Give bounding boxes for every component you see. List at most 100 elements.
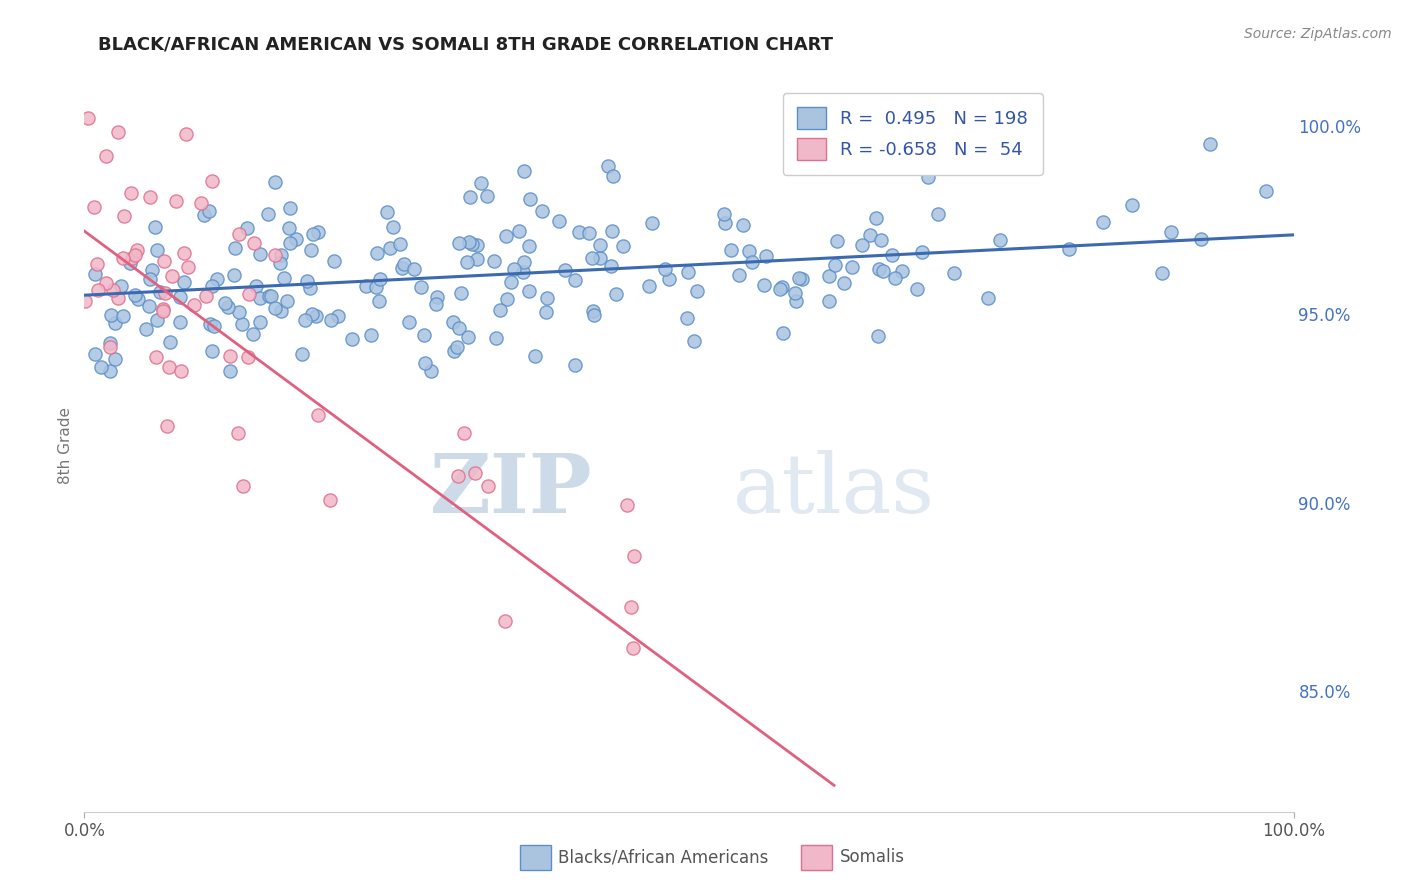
Point (832, 276, 855, 290)
Point (236, 350, 259, 364)
Point (883, 270, 905, 285)
Point (111, 251, 134, 265)
Point (112, 309, 135, 323)
Point (249, 315, 271, 329)
Point (198, 318, 221, 332)
Point (201, 279, 224, 293)
Point (513, 254, 536, 268)
Point (905, 282, 928, 296)
Point (457, 329, 479, 343)
Point (464, 467, 486, 481)
Point (851, 238, 873, 252)
Point (458, 235, 481, 249)
Point (568, 225, 591, 239)
Point (173, 276, 195, 290)
Point (450, 286, 472, 301)
Point (153, 285, 176, 300)
Point (264, 301, 287, 315)
Point (226, 425, 249, 440)
Point (302, 227, 325, 241)
Point (554, 262, 576, 277)
Point (868, 261, 890, 276)
Point (621, 641, 644, 656)
Point (1198, 136, 1220, 151)
Point (482, 253, 505, 268)
Point (202, 319, 225, 334)
Point (249, 291, 271, 305)
Point (326, 309, 349, 323)
Point (409, 279, 432, 293)
Point (146, 243, 169, 257)
Point (1189, 232, 1212, 246)
Point (818, 269, 841, 284)
Point (1092, 215, 1115, 229)
Point (398, 315, 420, 329)
Point (86, 257, 108, 271)
Point (588, 238, 610, 252)
Point (882, 247, 904, 261)
Point (360, 327, 382, 342)
Point (125, 243, 148, 257)
Point (686, 285, 709, 299)
Point (228, 304, 250, 318)
Point (278, 201, 301, 215)
Point (741, 255, 763, 269)
Point (242, 327, 264, 342)
Point (402, 262, 425, 277)
Point (578, 226, 600, 240)
Point (391, 260, 413, 275)
Point (676, 265, 699, 279)
Point (658, 272, 681, 286)
Point (877, 120, 900, 135)
Point (453, 426, 475, 441)
Point (169, 290, 191, 304)
Point (270, 247, 292, 261)
Point (231, 317, 253, 331)
Point (104, 316, 127, 330)
Point (612, 239, 634, 253)
Point (301, 307, 323, 321)
Point (731, 219, 754, 233)
Point (299, 280, 322, 294)
Point (460, 189, 482, 203)
Point (523, 350, 546, 364)
Point (602, 169, 624, 184)
Point (219, 363, 242, 377)
Point (155, 418, 177, 433)
Point (564, 358, 586, 372)
Point (145, 350, 167, 364)
Point (868, 329, 890, 343)
Point (467, 252, 489, 266)
Point (449, 321, 471, 335)
Point (770, 279, 793, 293)
Point (536, 291, 558, 305)
Point (323, 254, 346, 268)
Point (891, 263, 914, 277)
Point (872, 264, 894, 278)
Point (927, 207, 949, 221)
Point (264, 175, 287, 189)
Point (600, 260, 623, 274)
Point (495, 229, 517, 244)
Point (201, 343, 224, 358)
Point (305, 309, 328, 323)
Point (381, 220, 404, 235)
Point (170, 364, 193, 378)
Point (623, 549, 645, 563)
Point (149, 285, 172, 300)
Text: Somalis: Somalis (839, 848, 904, 866)
Point (441, 315, 464, 329)
Point (276, 293, 298, 308)
Point (294, 313, 316, 327)
Point (112, 209, 135, 223)
Point (865, 211, 887, 226)
Point (107, 125, 129, 139)
Point (420, 363, 443, 377)
Point (162, 268, 184, 283)
Point (98, 363, 121, 377)
Point (499, 275, 522, 289)
Point (249, 247, 271, 261)
Point (264, 248, 287, 262)
Point (367, 293, 389, 308)
Point (152, 303, 174, 318)
